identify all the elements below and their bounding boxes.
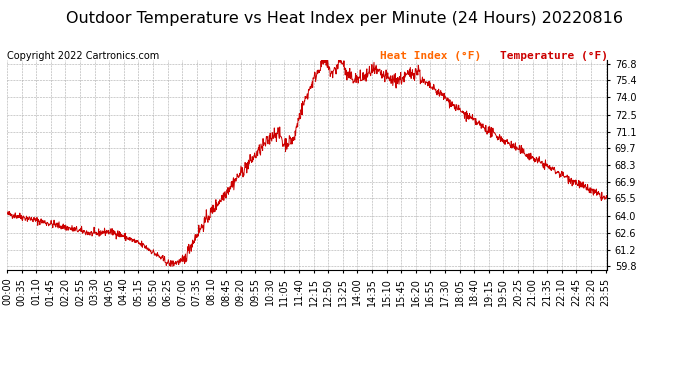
Text: Copyright 2022 Cartronics.com: Copyright 2022 Cartronics.com: [7, 51, 159, 61]
Text: Temperature (°F): Temperature (°F): [500, 51, 609, 61]
Text: Outdoor Temperature vs Heat Index per Minute (24 Hours) 20220816: Outdoor Temperature vs Heat Index per Mi…: [66, 11, 624, 26]
Text: Heat Index (°F): Heat Index (°F): [380, 51, 481, 61]
